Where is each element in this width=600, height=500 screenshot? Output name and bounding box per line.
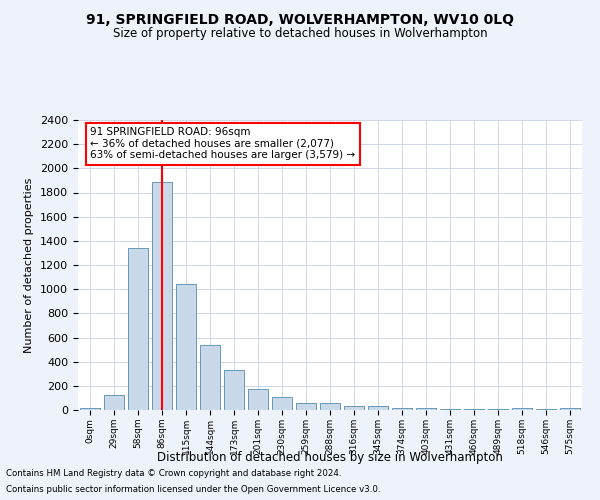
Bar [176, 284, 196, 410]
Bar [320, 404, 340, 410]
Bar [416, 408, 436, 410]
Text: 91 SPRINGFIELD ROAD: 96sqm
← 36% of detached houses are smaller (2,077)
63% of s: 91 SPRINGFIELD ROAD: 96sqm ← 36% of deta… [91, 127, 356, 160]
Bar [392, 408, 412, 410]
Bar [152, 182, 172, 410]
Bar [104, 395, 124, 410]
Text: Distribution of detached houses by size in Wolverhampton: Distribution of detached houses by size … [157, 451, 503, 464]
Text: Size of property relative to detached houses in Wolverhampton: Size of property relative to detached ho… [113, 28, 487, 40]
Text: 91, SPRINGFIELD ROAD, WOLVERHAMPTON, WV10 0LQ: 91, SPRINGFIELD ROAD, WOLVERHAMPTON, WV1… [86, 12, 514, 26]
Bar [200, 345, 220, 410]
Bar [512, 408, 532, 410]
Bar [296, 403, 316, 410]
Bar [272, 396, 292, 410]
Bar [80, 408, 100, 410]
Bar [368, 406, 388, 410]
Bar [344, 406, 364, 410]
Text: Contains HM Land Registry data © Crown copyright and database right 2024.: Contains HM Land Registry data © Crown c… [6, 468, 341, 477]
Bar [128, 248, 148, 410]
Bar [248, 390, 268, 410]
Bar [560, 408, 580, 410]
Bar [224, 370, 244, 410]
Text: Contains public sector information licensed under the Open Government Licence v3: Contains public sector information licen… [6, 485, 380, 494]
Y-axis label: Number of detached properties: Number of detached properties [25, 178, 34, 352]
